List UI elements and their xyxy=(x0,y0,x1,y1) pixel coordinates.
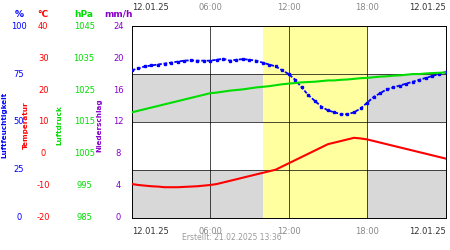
Text: Luftdruck: Luftdruck xyxy=(57,105,63,145)
Text: 40: 40 xyxy=(38,22,49,31)
Text: mm/h: mm/h xyxy=(104,10,133,19)
Text: 1045: 1045 xyxy=(74,22,94,31)
Text: 18:00: 18:00 xyxy=(355,3,379,12)
Text: -10: -10 xyxy=(36,181,50,190)
Text: 8: 8 xyxy=(116,149,121,158)
Text: 985: 985 xyxy=(76,213,92,222)
Text: Niederschlag: Niederschlag xyxy=(96,98,102,152)
Text: 50: 50 xyxy=(14,118,24,126)
Text: 10: 10 xyxy=(38,118,49,126)
Text: 24: 24 xyxy=(113,22,124,31)
Text: %: % xyxy=(14,10,23,19)
Text: 75: 75 xyxy=(14,70,24,78)
Text: 12: 12 xyxy=(113,118,124,126)
Text: 30: 30 xyxy=(38,54,49,62)
Text: hPa: hPa xyxy=(75,10,94,19)
Text: 06:00: 06:00 xyxy=(198,3,222,12)
Text: -20: -20 xyxy=(36,213,50,222)
Text: 18:00: 18:00 xyxy=(355,227,379,236)
Text: 1015: 1015 xyxy=(74,118,94,126)
Text: 1005: 1005 xyxy=(74,149,94,158)
Text: 16: 16 xyxy=(113,86,124,94)
Text: 12.01.25: 12.01.25 xyxy=(409,3,446,12)
Bar xyxy=(132,74,446,122)
Text: Luftfeuchtigkeit: Luftfeuchtigkeit xyxy=(1,92,8,158)
Text: 20: 20 xyxy=(113,54,124,62)
Text: 06:00: 06:00 xyxy=(198,227,222,236)
Text: 12.01.25: 12.01.25 xyxy=(132,227,169,236)
Bar xyxy=(262,26,367,218)
Text: 12:00: 12:00 xyxy=(277,227,301,236)
Text: Temperatur: Temperatur xyxy=(23,101,29,149)
Text: 20: 20 xyxy=(38,86,49,94)
Bar xyxy=(132,26,446,74)
Text: 12.01.25: 12.01.25 xyxy=(132,3,169,12)
Text: 1025: 1025 xyxy=(74,86,94,94)
Text: 1035: 1035 xyxy=(74,54,94,62)
Text: °C: °C xyxy=(38,10,49,19)
Bar xyxy=(132,170,446,218)
Text: 995: 995 xyxy=(76,181,92,190)
Text: 12.01.25: 12.01.25 xyxy=(409,227,446,236)
Text: 12:00: 12:00 xyxy=(277,3,301,12)
Text: 0: 0 xyxy=(116,213,121,222)
Text: 25: 25 xyxy=(14,165,24,174)
Text: Erstellt: 21.02.2025 13:36: Erstellt: 21.02.2025 13:36 xyxy=(182,233,282,242)
Text: 0: 0 xyxy=(40,149,46,158)
Text: 4: 4 xyxy=(116,181,121,190)
Text: 100: 100 xyxy=(11,22,27,31)
Text: 0: 0 xyxy=(16,213,22,222)
Bar xyxy=(132,122,446,170)
